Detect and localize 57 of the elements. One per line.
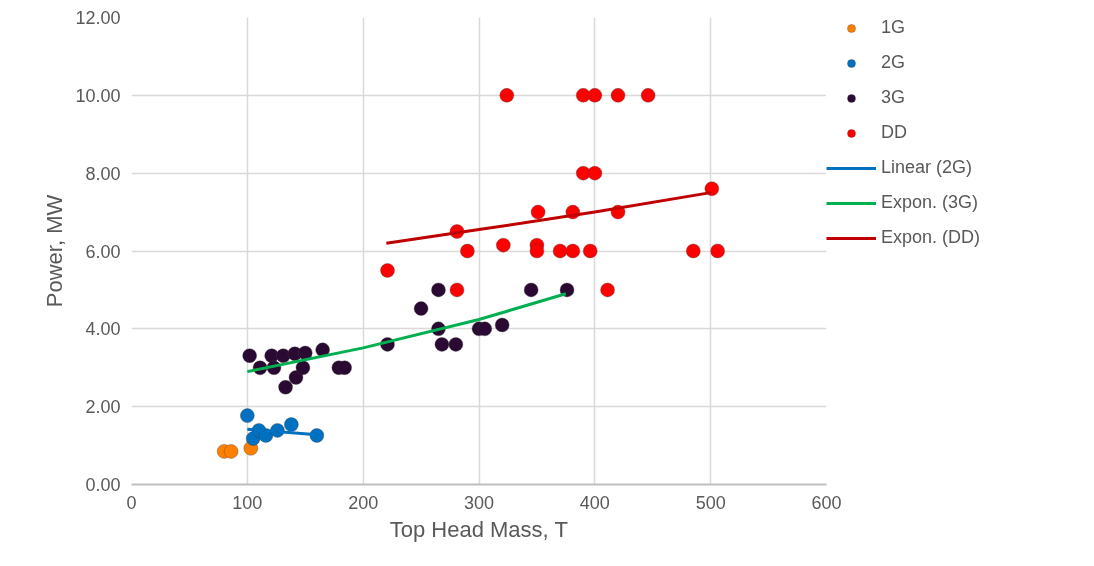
point bbox=[610, 87, 626, 103]
point bbox=[523, 282, 539, 298]
point bbox=[459, 243, 475, 259]
point bbox=[239, 408, 255, 424]
point bbox=[600, 282, 616, 298]
point bbox=[494, 317, 510, 333]
legend-label: 1G bbox=[881, 17, 906, 38]
y-tick-label: 0.00 bbox=[85, 475, 121, 495]
point bbox=[449, 282, 465, 298]
legend-label: Expon. (DD) bbox=[881, 227, 981, 248]
x-tick-label: 300 bbox=[463, 492, 495, 513]
point bbox=[295, 360, 311, 376]
point bbox=[297, 345, 313, 361]
legend-label: 2G bbox=[881, 52, 906, 73]
legend-label: Linear (2G) bbox=[881, 157, 973, 178]
point bbox=[530, 204, 546, 220]
x-axis-title: Top Head Mass, T bbox=[389, 516, 568, 542]
point bbox=[448, 336, 464, 352]
x-tick-label: 100 bbox=[232, 492, 263, 513]
point bbox=[477, 321, 493, 337]
point bbox=[413, 301, 429, 317]
y-tick-label: 4.00 bbox=[85, 319, 121, 340]
x-tick-label: 400 bbox=[579, 492, 610, 513]
point bbox=[587, 165, 603, 181]
point bbox=[379, 262, 395, 278]
x-tick-label: 500 bbox=[695, 492, 726, 513]
point bbox=[587, 87, 603, 103]
point bbox=[223, 443, 239, 459]
point bbox=[582, 243, 598, 259]
point bbox=[552, 243, 568, 259]
y-tick-label: 8.00 bbox=[85, 163, 121, 184]
y-axis-title: Power, MW bbox=[42, 194, 68, 308]
point bbox=[559, 282, 575, 298]
x-tick-label: 0 bbox=[126, 492, 137, 513]
legend-label: Expon. (3G) bbox=[881, 192, 979, 213]
point bbox=[434, 336, 450, 352]
point bbox=[710, 243, 726, 259]
y-tick-label: 6.00 bbox=[85, 241, 121, 262]
point bbox=[283, 417, 299, 433]
point bbox=[495, 237, 511, 253]
legend-label: 3G bbox=[881, 87, 906, 108]
point bbox=[565, 243, 581, 259]
point bbox=[704, 181, 720, 197]
point bbox=[430, 282, 446, 298]
point bbox=[640, 87, 656, 103]
x-tick-label: 200 bbox=[348, 492, 379, 513]
y-tick-label: 2.00 bbox=[85, 397, 121, 418]
point bbox=[337, 360, 353, 376]
point bbox=[242, 348, 258, 364]
y-tick-label: 10.00 bbox=[75, 85, 121, 106]
legend-label: DD bbox=[881, 122, 907, 143]
point bbox=[499, 87, 515, 103]
x-tick-label: 600 bbox=[811, 492, 842, 513]
point bbox=[529, 243, 545, 259]
point bbox=[278, 379, 294, 395]
y-tick-label: 12.00 bbox=[75, 8, 121, 28]
point bbox=[685, 243, 701, 259]
